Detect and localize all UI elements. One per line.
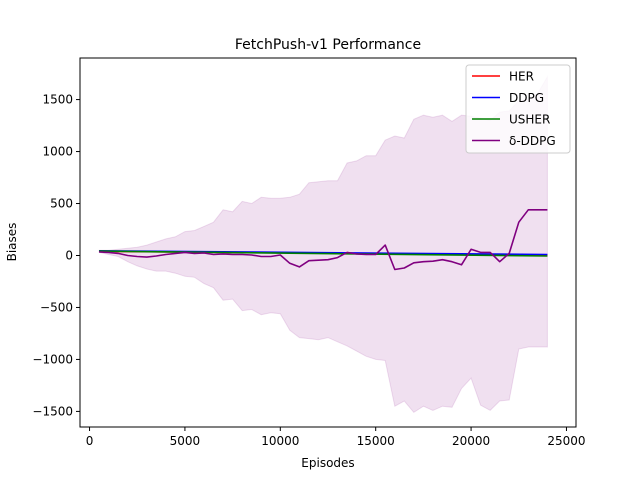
y-tick-label: 1500 [42, 93, 73, 107]
x-axis-label: Episodes [301, 456, 354, 470]
confidence-band-3 [98, 74, 548, 414]
legend-label: USHER [509, 113, 550, 127]
y-tick-label: −1000 [32, 352, 73, 366]
y-tick-label: 1000 [42, 145, 73, 159]
series-lines-layer [99, 209, 548, 271]
legend-entries: HER DDPG USHER δ-DDPG [472, 70, 556, 148]
chart-title: FetchPush-v1 Performance [235, 37, 421, 53]
x-axis-ticks: 0 5000 10000 15000 20000 25000 [86, 427, 586, 448]
legend-label: δ-DDPG [509, 134, 556, 148]
x-tick-label: 25000 [547, 434, 585, 448]
y-tick-label: 0 [65, 248, 73, 262]
y-tick-label: −500 [40, 300, 73, 314]
x-tick-label: 5000 [170, 434, 201, 448]
x-tick-label: 10000 [261, 434, 299, 448]
legend-frame [465, 64, 571, 154]
x-tick-label: 0 [86, 434, 94, 448]
y-tick-label: −1500 [32, 404, 73, 418]
y-tick-label: 500 [50, 197, 73, 211]
series-line-3 [99, 209, 548, 271]
legend: HER DDPG USHER δ-DDPG [465, 64, 571, 154]
y-axis-label: Biases [5, 223, 19, 262]
legend-label: HER [509, 70, 534, 84]
series-line-2 [99, 250, 548, 257]
x-tick-label: 15000 [357, 434, 395, 448]
x-tick-label: 20000 [452, 434, 490, 448]
legend-label: DDPG [509, 91, 544, 105]
plot-frame [79, 57, 577, 428]
confidence-band-layer [98, 74, 548, 414]
y-axis-ticks: −1500 −1000 −500 0 500 1000 1500 [32, 93, 80, 418]
